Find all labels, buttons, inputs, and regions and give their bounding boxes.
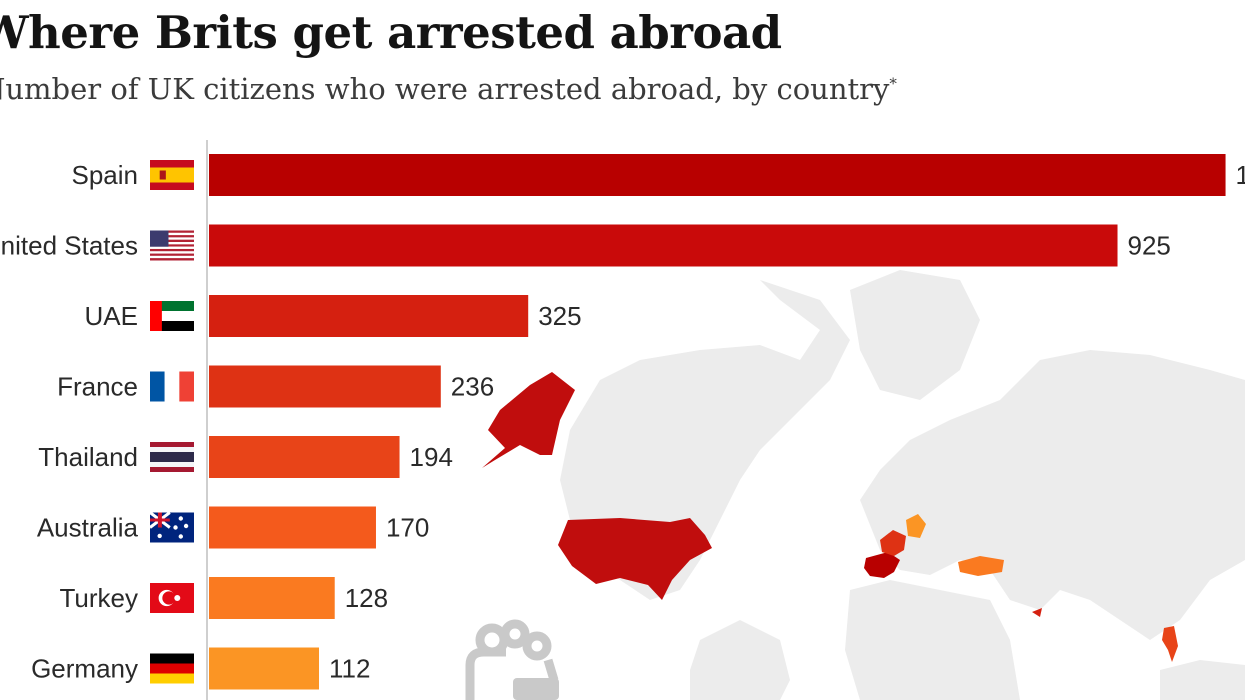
value-label-france: 236: [451, 372, 494, 402]
category-label-france: France: [57, 372, 138, 402]
france-highlight: [880, 530, 906, 556]
indonesia-landmass: [1160, 660, 1245, 700]
category-label-united-states: United States: [0, 231, 138, 261]
padlock-icon: [513, 678, 559, 700]
value-label-australia: 170: [386, 513, 429, 543]
bar-united-states: [209, 224, 1118, 267]
usa-highlight: [558, 518, 712, 600]
category-label-thailand: Thailand: [38, 442, 138, 472]
bar-uae: [209, 295, 529, 337]
eurasia-landmass: [860, 350, 1245, 640]
france-flag-icon: [150, 371, 194, 402]
value-label-uae: 325: [538, 301, 581, 331]
spain-flag-icon: [150, 160, 194, 190]
value-label-thailand: 194: [410, 442, 453, 472]
value-label-spain: 1,035: [1236, 160, 1245, 190]
bar-thailand: [209, 436, 400, 478]
africa-landmass: [845, 580, 1020, 700]
category-label-spain: Spain: [72, 160, 139, 190]
category-label-turkey: Turkey: [60, 583, 139, 613]
value-label-united-states: 925: [1128, 231, 1171, 261]
category-label-australia: Australia: [37, 513, 139, 543]
south-america-landmass: [690, 620, 790, 700]
bar-france: [209, 365, 441, 408]
uae-flag-icon: [150, 301, 194, 331]
thailand-highlight: [1162, 626, 1178, 662]
bar-spain: [209, 154, 1226, 196]
greenland-landmass: [850, 270, 980, 400]
handcuffs-icon: [465, 619, 559, 700]
germany-flag-icon: [150, 653, 194, 684]
footnote-marker: *: [889, 74, 897, 93]
bar-australia: [209, 506, 376, 549]
thailand-flag-icon: [150, 442, 194, 472]
germany-highlight: [906, 514, 926, 538]
turkey-highlight: [958, 556, 1004, 576]
bar-turkey: [209, 577, 335, 619]
australia-flag-icon: [149, 511, 194, 543]
value-label-turkey: 128: [345, 583, 388, 613]
bar-germany: [209, 647, 320, 690]
spain-highlight: [864, 552, 900, 578]
uae-highlight: [1032, 608, 1042, 617]
turkey-flag-icon: [150, 583, 194, 613]
chart-subtitle: Number of UK citizens who were arrested …: [0, 72, 897, 106]
subtitle-text: Number of UK citizens who were arrested …: [0, 72, 890, 106]
alaska-highlight: [482, 372, 575, 468]
value-label-germany: 112: [329, 654, 370, 684]
usa-flag-icon: [150, 230, 194, 261]
chart-title: Where Brits get arrested abroad: [0, 6, 782, 59]
bars-layer: Spain 1,035 United States 925 UAE 325 France 23…: [0, 154, 1245, 690]
category-label-germany: Germany: [31, 654, 138, 684]
category-label-uae: UAE: [85, 301, 138, 331]
